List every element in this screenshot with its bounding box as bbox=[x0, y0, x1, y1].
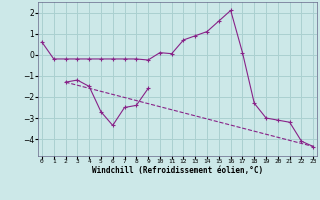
X-axis label: Windchill (Refroidissement éolien,°C): Windchill (Refroidissement éolien,°C) bbox=[92, 166, 263, 175]
